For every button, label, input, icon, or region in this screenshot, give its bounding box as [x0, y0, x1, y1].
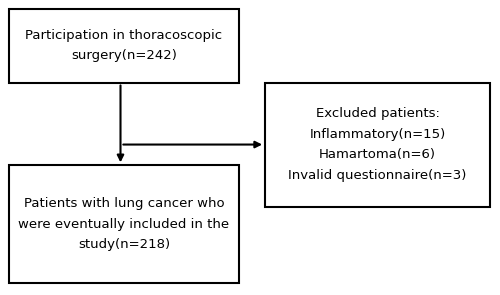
Bar	[9, 9, 239, 83]
Text: Participation in thoracoscopic
surgery(n=242): Participation in thoracoscopic surgery(n…	[26, 29, 222, 63]
Bar	[265, 83, 490, 206]
Text: Patients with lung cancer who
were eventually included in the
study(n=218): Patients with lung cancer who were event…	[18, 197, 230, 251]
Bar	[9, 165, 239, 283]
Text: Excluded patients:
Inflammatory(n=15)
Hamartoma(n=6)
Invalid questionnaire(n=3): Excluded patients: Inflammatory(n=15) Ha…	[288, 107, 467, 182]
